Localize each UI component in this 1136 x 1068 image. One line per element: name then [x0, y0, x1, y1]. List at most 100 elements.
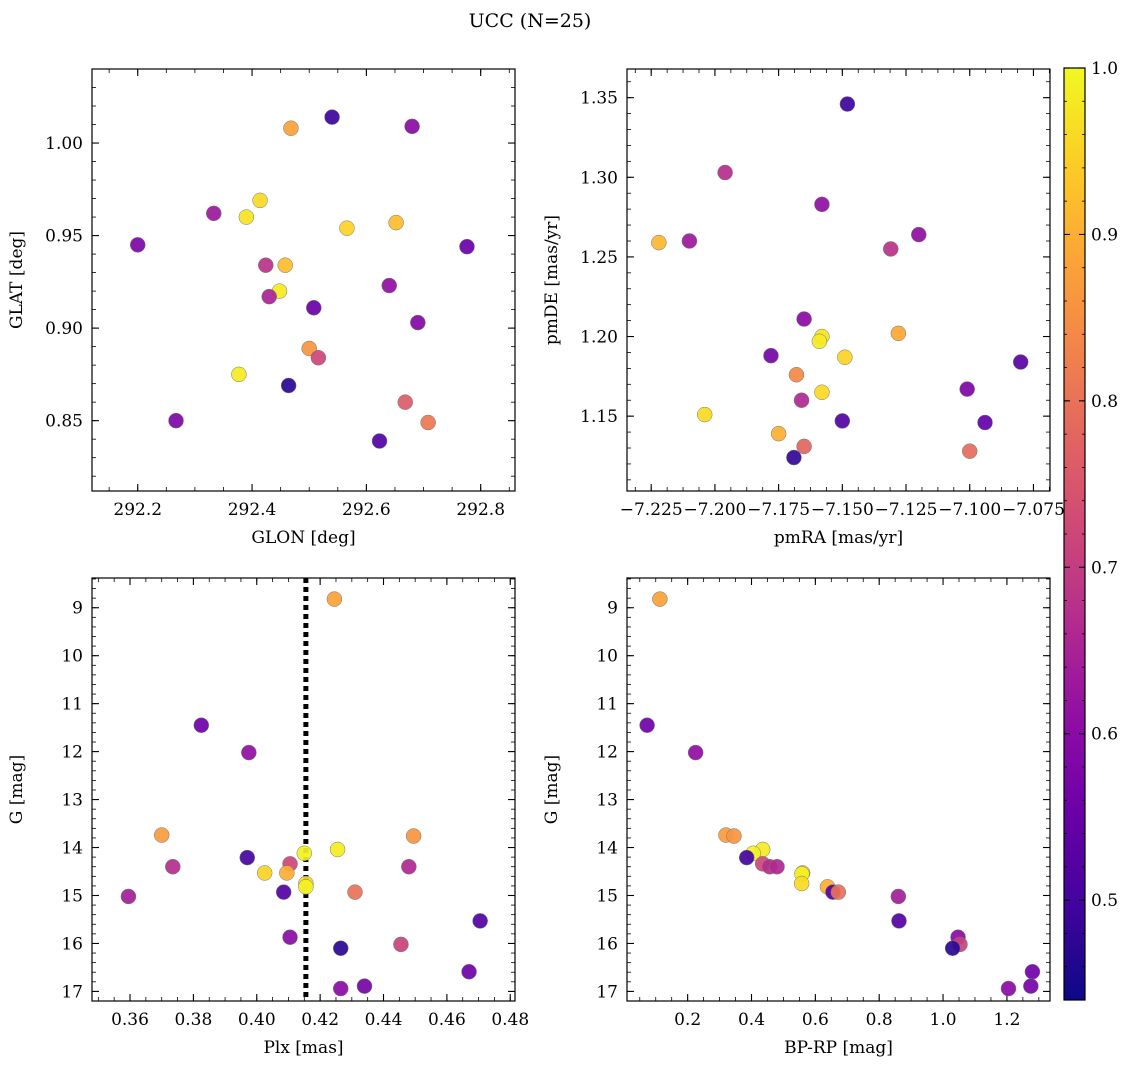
axes-frame	[626, 577, 1051, 1002]
data-point	[1023, 978, 1039, 994]
data-point	[206, 205, 222, 222]
x-tick-label: 292.6	[342, 500, 391, 520]
y-tick-label: 13	[61, 791, 83, 811]
y-tick-label: 0.95	[45, 227, 83, 247]
x-axis-label: BP-RP [mag]	[784, 1038, 893, 1058]
y-axis-label: pmDE [mas/yr]	[542, 215, 562, 345]
x-tick-label: −7.225	[620, 500, 683, 520]
data-point	[401, 858, 417, 875]
data-point	[168, 412, 184, 429]
colorbar-gradient	[1064, 68, 1085, 1000]
x-tick-label: 0.42	[301, 1010, 339, 1030]
colorbar-tick-label: 0.8	[1091, 392, 1118, 412]
data-point	[329, 841, 346, 858]
x-axis-label: GLON [deg]	[251, 528, 355, 548]
x-tick-label: −7.125	[875, 500, 938, 520]
data-point	[279, 865, 295, 881]
y-tick-label: 10	[596, 647, 618, 667]
colorbar-tick-label: 0.5	[1091, 891, 1118, 911]
y-tick-label: 16	[61, 934, 83, 954]
data-point	[258, 257, 274, 273]
data-point	[296, 845, 313, 862]
data-point	[738, 849, 755, 866]
x-tick-label: 0.38	[174, 1010, 212, 1030]
panel-bottom-right: 0.2 0.4 0.6 0.8 1.0 1.2 9 10 11 12 13 14 15 16 17 BP-RP…	[542, 577, 1051, 1058]
data-point	[241, 744, 257, 761]
panels: 292.2 292.4 292.6 292.8 0.85 0.90 0.95 1.00 GLON…	[7, 68, 1065, 1058]
data-point	[911, 226, 927, 243]
x-tick-label: 0.6	[802, 1010, 829, 1030]
data-point	[882, 241, 899, 257]
data-point	[356, 978, 373, 994]
data-point	[814, 384, 830, 401]
data-point	[129, 237, 146, 253]
data-point	[796, 438, 812, 455]
scatter-points	[129, 109, 475, 449]
x-tick-label: 292.4	[228, 500, 277, 520]
data-point	[326, 591, 343, 607]
data-point	[410, 314, 426, 331]
panel-top-left: 292.2 292.4 292.6 292.8 0.85 0.90 0.95 1.00 GLON…	[7, 68, 516, 548]
y-tick-label: 1.25	[580, 248, 618, 268]
y-tick-label: 11	[61, 695, 83, 715]
colorbar-tick-label: 0.7	[1091, 558, 1118, 578]
y-tick-label: 15	[596, 886, 618, 906]
y-tick-label: 12	[596, 743, 618, 763]
y-tick-label: 9	[607, 599, 618, 619]
x-tick-label: −7.150	[811, 500, 874, 520]
data-point	[977, 414, 993, 431]
data-point	[238, 209, 255, 225]
data-point	[193, 717, 210, 733]
x-tick-label: 1.0	[930, 1010, 957, 1030]
y-tick-label: 15	[61, 886, 83, 906]
x-tick-label: 0.40	[238, 1010, 276, 1030]
x-tick-label: 0.8	[866, 1010, 893, 1030]
data-point	[891, 913, 907, 929]
data-point	[388, 214, 404, 231]
panel-bottom-left: 0.36 0.38 0.40 0.42 0.44 0.46 0.48 9 10 11 12 13 14 1…	[7, 577, 529, 1058]
data-point	[839, 96, 856, 112]
x-tick-label: −7.075	[1002, 500, 1065, 520]
data-point	[275, 884, 292, 900]
y-tick-label: 0.90	[45, 319, 83, 339]
y-tick-label: 14	[596, 839, 618, 859]
data-point	[277, 257, 293, 273]
data-point	[420, 414, 436, 431]
data-point	[651, 234, 667, 251]
y-tick-label: 12	[61, 743, 83, 763]
data-point	[153, 827, 170, 843]
colorbar-tick-label: 0.9	[1091, 225, 1118, 245]
data-point	[890, 325, 907, 342]
data-point	[231, 366, 247, 383]
y-tick-label: 11	[596, 695, 618, 715]
axes-frame	[91, 68, 516, 492]
data-point	[811, 333, 828, 350]
data-point	[261, 288, 277, 305]
data-point	[120, 888, 137, 905]
data-point	[770, 425, 787, 442]
y-tick-label: 14	[61, 839, 83, 859]
data-point	[1000, 980, 1017, 997]
y-tick-label: 1.20	[580, 328, 618, 348]
data-point	[347, 884, 363, 900]
data-point	[959, 381, 975, 397]
data-point	[404, 118, 420, 135]
data-point	[769, 858, 785, 875]
data-point	[405, 828, 422, 844]
data-point	[472, 913, 488, 929]
data-point	[793, 392, 810, 408]
data-point	[381, 277, 397, 294]
y-tick-label: 0.85	[45, 412, 83, 432]
axes-frame	[626, 68, 1051, 492]
x-tick-label: 292.2	[113, 500, 162, 520]
data-point	[890, 888, 907, 905]
colorbar-tick-label: 0.6	[1091, 725, 1118, 745]
x-axis-label: Plx [mas]	[263, 1038, 343, 1058]
data-point	[834, 413, 851, 429]
data-point	[1024, 963, 1041, 980]
x-tick-label: −7.200	[683, 500, 746, 520]
scatter-points	[120, 578, 488, 1001]
data-point	[696, 406, 713, 423]
y-tick-label: 1.30	[580, 168, 618, 188]
y-tick-label: 9	[72, 599, 83, 619]
